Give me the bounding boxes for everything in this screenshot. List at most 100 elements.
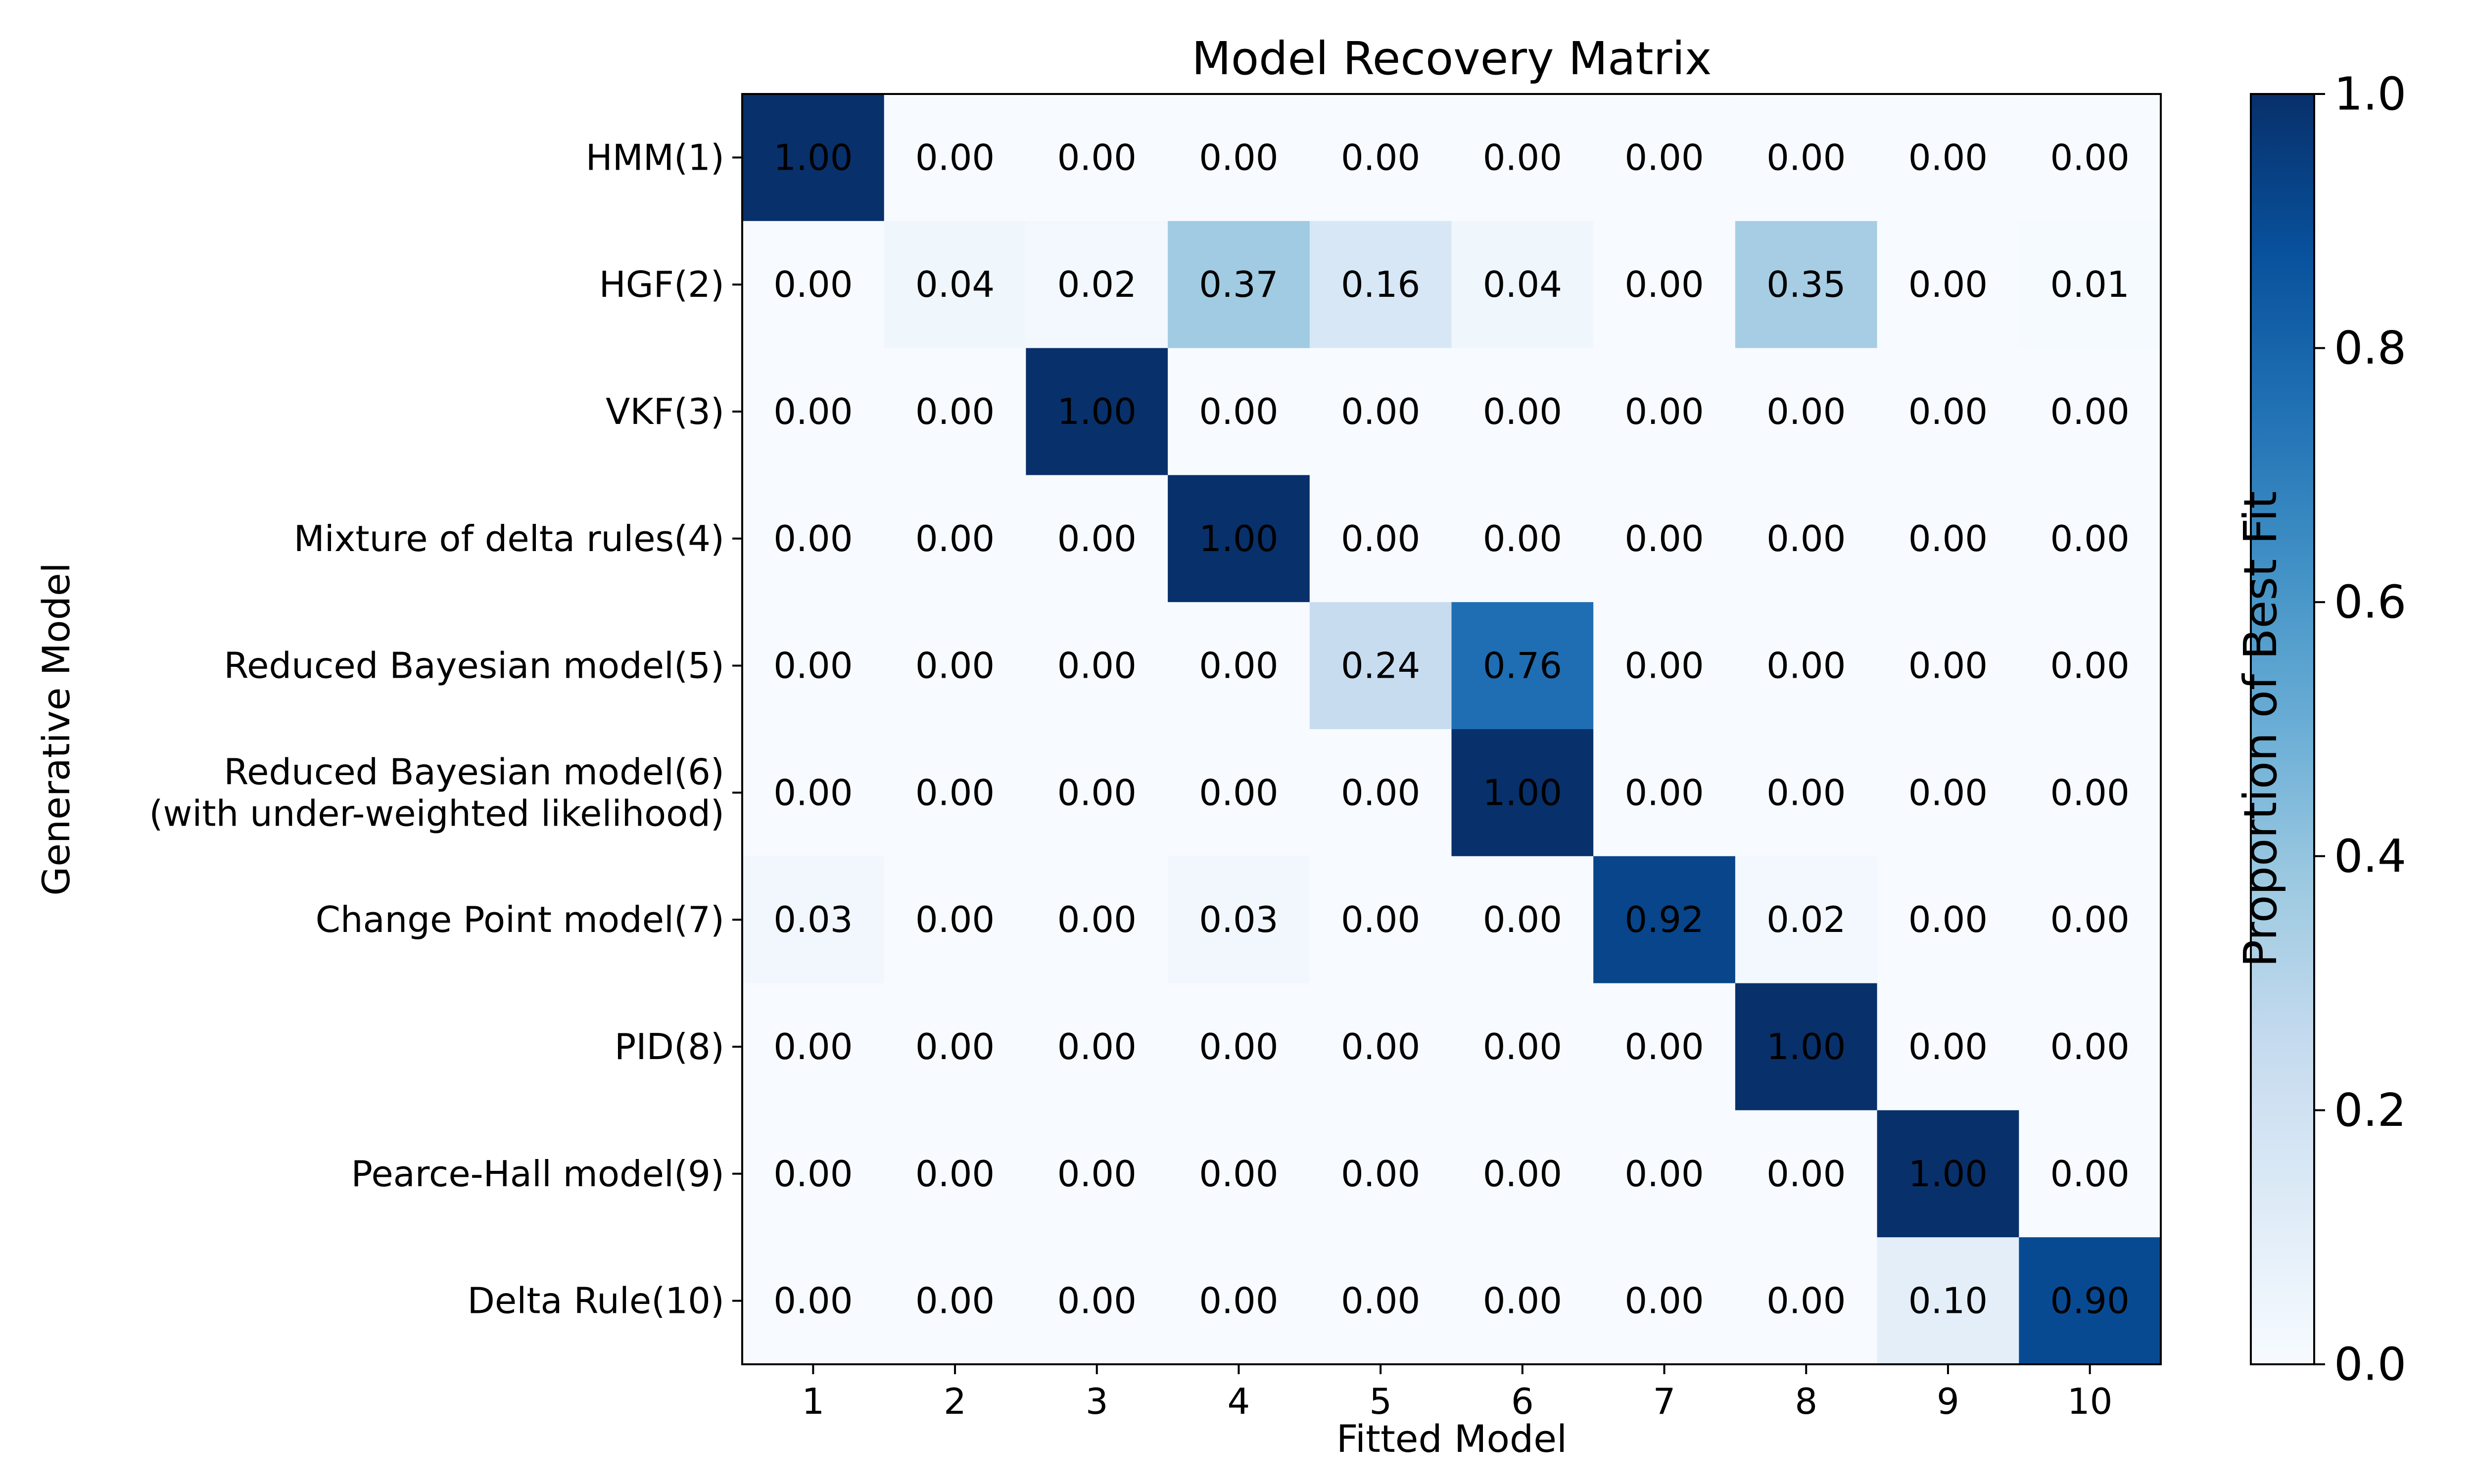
cell-value-label: 0.35: [1766, 264, 1846, 305]
heatmap-cell: [1877, 475, 2019, 603]
heatmap-cell: [1877, 856, 2019, 984]
cell-value-label: 0.00: [1624, 1280, 1704, 1322]
x-axis-label: Fitted Model: [1336, 1417, 1567, 1461]
x-tick-label: 8: [1795, 1381, 1817, 1422]
cell-value-label: 0.03: [773, 899, 853, 940]
heatmap-cell: [1593, 1237, 1736, 1365]
plot-frame: [741, 93, 2162, 1365]
y-axis-label: Generative Model: [34, 562, 78, 895]
heatmap-cell: [884, 1237, 1026, 1365]
x-tick-label: 6: [1511, 1381, 1534, 1422]
cell-value-label: 0.00: [1057, 645, 1137, 687]
cell-value-label: 0.00: [2050, 1153, 2129, 1195]
colorbar-label: Proportion of Best Fit: [2234, 491, 2287, 968]
heatmap-cell: [2019, 1110, 2161, 1238]
heatmap-cell: [2019, 94, 2161, 222]
cell-value-label: 0.37: [1199, 264, 1278, 305]
cell-value-label: 0.00: [2050, 391, 2129, 432]
heatmap-cell: [1593, 602, 1736, 730]
heatmap-cell: [1735, 348, 1878, 475]
heatmap-cell: [1168, 475, 1310, 603]
cell-value-label: 0.00: [1341, 899, 1420, 940]
cell-value-label: 0.00: [1624, 264, 1704, 305]
chart-title: Model Recovery Matrix: [1192, 32, 1712, 85]
cell-value-label: 0.00: [1483, 1026, 1562, 1067]
cell-value-label: 0.00: [773, 391, 853, 432]
heatmap-cell: [742, 983, 885, 1111]
cell-value-label: 0.00: [1199, 772, 1278, 813]
cell-value-label: 0.00: [1908, 391, 1988, 432]
colorbar-tick-label: 0.6: [2334, 576, 2406, 629]
y-tick-label: Delta Rule(10): [467, 1280, 724, 1322]
y-tick-label: Reduced Bayesian model(6) (with under-wei…: [149, 751, 724, 834]
heatmap-cell: [1877, 348, 2019, 475]
cell-value-label: 0.04: [915, 264, 995, 305]
heatmap-cell: [1026, 475, 1168, 603]
cell-value-label: 0.00: [1199, 391, 1278, 432]
cell-value-label: 0.00: [773, 1026, 853, 1067]
y-tick-label: HGF(2): [599, 264, 724, 305]
heatmap-cell: [1735, 856, 1878, 984]
x-axis-ticks: 1 2 3 4 5 6 7 8 9 10: [802, 1364, 2112, 1422]
cell-value-label: 0.00: [1057, 899, 1137, 940]
heatmap-cell: [1877, 1110, 2019, 1238]
cell-value-label: 0.02: [1766, 899, 1846, 940]
heatmap-cell: [742, 94, 885, 222]
colorbar-frame: [2250, 93, 2315, 1365]
heatmap-cell: [884, 348, 1026, 475]
heatmap-cell: [1168, 94, 1310, 222]
heatmap-cell: [1593, 221, 1736, 349]
heatmap-cell: [1026, 94, 1168, 222]
cell-value-label: 1.00: [773, 137, 853, 178]
heatmap-cell: [1168, 729, 1310, 857]
y-tick-label: Pearce-Hall model(9): [351, 1153, 725, 1195]
heatmap-cell: [1168, 1110, 1310, 1238]
colorbar-tick-label: 0.8: [2334, 322, 2406, 374]
heatmap-cell: [742, 1237, 885, 1365]
heatmap-cell: [884, 221, 1026, 349]
cell-value-label: 0.00: [773, 1153, 853, 1195]
heatmap-cell: [1026, 983, 1168, 1111]
cell-value-label: 0.00: [1199, 645, 1278, 687]
cell-value-label: 0.00: [2050, 899, 2129, 940]
cell-value-label: 0.00: [773, 772, 853, 813]
cell-value-label: 0.00: [1766, 137, 1846, 178]
heatmap-cell: [884, 94, 1026, 222]
cell-value-label: 0.00: [2050, 518, 2129, 559]
cell-value-label: 0.00: [1341, 1153, 1420, 1195]
cell-value-label: 0.00: [1766, 1153, 1846, 1195]
heatmap-cell: [1735, 94, 1878, 222]
x-tick-label: 5: [1369, 1381, 1392, 1422]
heatmap-cell: [1451, 348, 1594, 475]
cell-value-label: 0.00: [1766, 518, 1846, 559]
x-tick-label: 2: [944, 1381, 966, 1422]
cell-value-label: 0.00: [1624, 518, 1704, 559]
heatmap-cell: [1877, 221, 2019, 349]
y-tick-label: Change Point model(7): [316, 899, 724, 940]
cell-value-label: 0.00: [1341, 391, 1420, 432]
cell-value-label: 0.00: [2050, 645, 2129, 687]
cell-value-label: 0.00: [1908, 645, 1988, 687]
cell-value-label: 0.00: [1057, 1026, 1137, 1067]
cell-value-label: 0.00: [915, 1280, 995, 1322]
heatmap-cell: [1168, 1237, 1310, 1365]
cell-value-label: 0.00: [1908, 137, 1988, 178]
cell-value-label: 0.00: [1057, 772, 1137, 813]
heatmap-cell: [1309, 475, 1452, 603]
cell-value-label: 0.92: [1624, 899, 1704, 940]
heatmap-cell: [1593, 348, 1736, 475]
cell-value-label: 0.00: [1341, 1026, 1420, 1067]
cell-value-label: 0.04: [1483, 264, 1562, 305]
heatmap-cell: [1735, 983, 1878, 1111]
cell-value-label: 0.00: [773, 645, 853, 687]
colorbar-tick-label: 1.0: [2334, 68, 2406, 121]
cell-value-label: 0.00: [915, 772, 995, 813]
heatmap-cell: [1168, 221, 1310, 349]
heatmap-cell: [1735, 221, 1878, 349]
heatmap-cell: [1026, 729, 1168, 857]
cell-value-label: 0.00: [1908, 772, 1988, 813]
heatmap-cell: [742, 348, 885, 475]
heatmap-cell: [1168, 348, 1310, 475]
heatmap-cell: [1451, 221, 1594, 349]
